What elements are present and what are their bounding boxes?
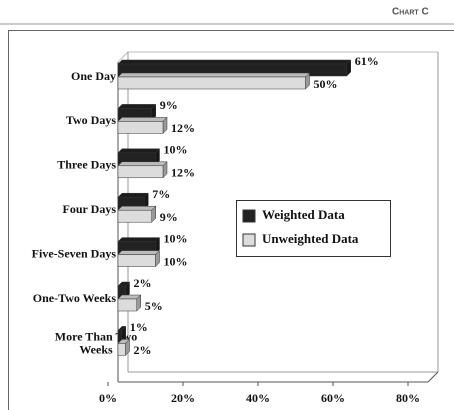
legend-label: Unweighted Data bbox=[262, 231, 359, 246]
bar-top bbox=[117, 72, 311, 78]
value-label: 12% bbox=[171, 121, 195, 135]
bar-top bbox=[117, 192, 149, 198]
x-tick-label: 0% bbox=[99, 391, 117, 405]
bar bbox=[117, 165, 164, 179]
y-tick-label: One Day bbox=[71, 69, 116, 83]
x-tick-label: 40% bbox=[246, 391, 270, 405]
bar bbox=[117, 209, 152, 223]
value-label: 61% bbox=[355, 54, 379, 68]
bar-top bbox=[117, 117, 168, 122]
value-label: 2% bbox=[134, 276, 152, 290]
y-tick-label: Two Days bbox=[66, 113, 116, 127]
legend bbox=[236, 200, 391, 257]
value-label: 9% bbox=[160, 98, 178, 112]
x-tick-label: 20% bbox=[171, 391, 195, 405]
value-label: 2% bbox=[134, 343, 152, 357]
bar bbox=[117, 343, 126, 356]
value-label: 12% bbox=[171, 166, 195, 180]
value-label: 5% bbox=[145, 299, 163, 313]
legend-swatch bbox=[242, 209, 256, 223]
value-label: 9% bbox=[160, 210, 178, 224]
frame bbox=[8, 30, 454, 410]
legend-swatch bbox=[242, 233, 256, 247]
value-label: 10% bbox=[164, 143, 188, 157]
value-label: 10% bbox=[164, 254, 188, 268]
bar-top bbox=[117, 250, 161, 255]
x-tick-label: 60% bbox=[321, 391, 345, 405]
y-tick-label: Five-Seven Days bbox=[32, 246, 117, 260]
bar bbox=[117, 298, 137, 312]
value-label: 50% bbox=[314, 77, 338, 91]
bar-top bbox=[117, 205, 157, 211]
bar-top bbox=[117, 161, 168, 167]
x-tick-label: 80% bbox=[396, 391, 420, 405]
y-tick-label: Four Days bbox=[63, 202, 117, 216]
y-tick-label: One-Two Weeks bbox=[33, 291, 117, 305]
bar-top bbox=[117, 59, 352, 65]
header: Chart C bbox=[392, 7, 429, 18]
value-label: 1% bbox=[130, 320, 148, 334]
bar bbox=[117, 121, 164, 134]
y-tick-label: More Than Two Weeks bbox=[55, 329, 137, 356]
legend-label: Weighted Data bbox=[262, 207, 345, 222]
bar-top bbox=[117, 237, 161, 242]
y-tick-label: Three Days bbox=[57, 158, 116, 172]
floor-edge bbox=[427, 371, 439, 383]
value-label: 7% bbox=[152, 187, 170, 201]
value-label: 10% bbox=[164, 231, 188, 245]
bar bbox=[117, 254, 156, 267]
bar bbox=[117, 76, 306, 90]
bar-top bbox=[117, 148, 161, 154]
bar-top bbox=[117, 104, 157, 109]
